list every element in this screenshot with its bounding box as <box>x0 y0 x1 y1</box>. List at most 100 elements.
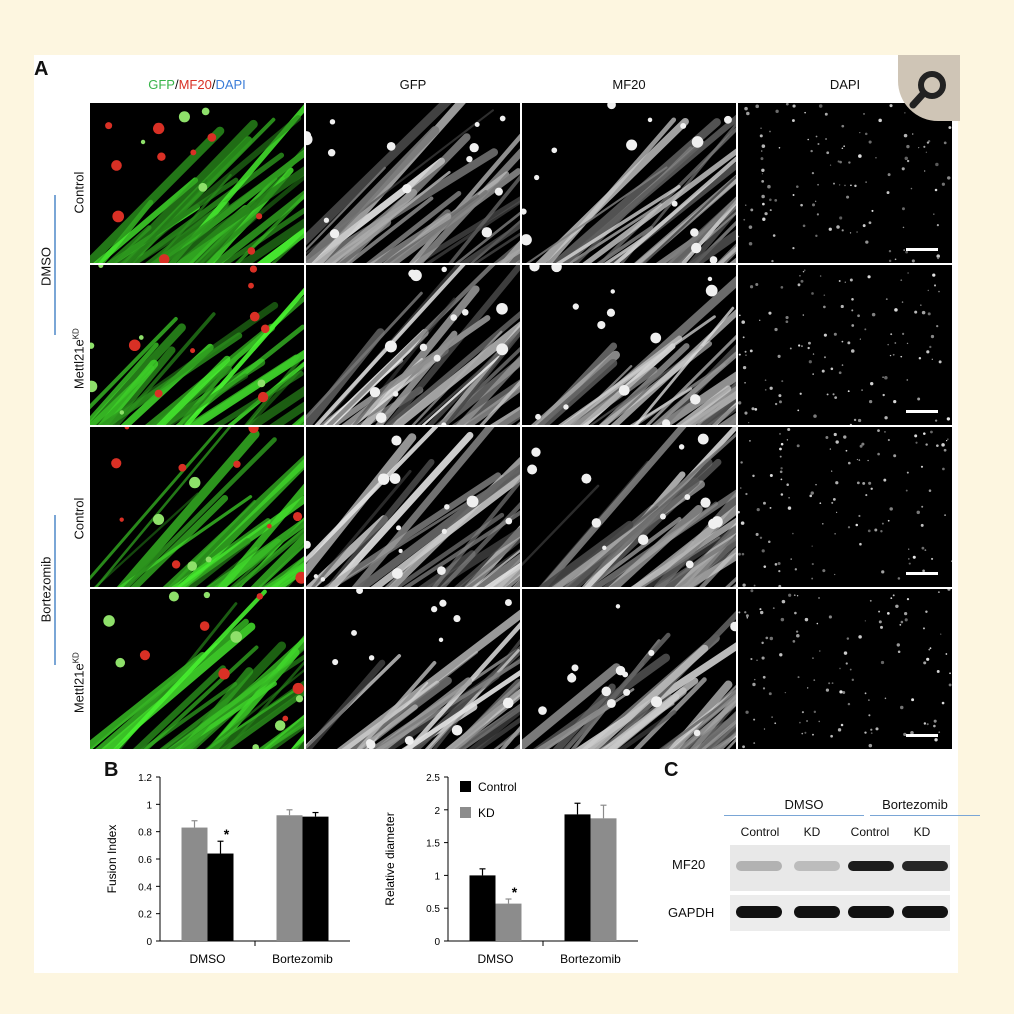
bar <box>207 853 234 941</box>
panel-a-letter: A <box>34 58 49 80</box>
column-header-part: MF20 <box>178 77 212 92</box>
zoom-button[interactable] <box>898 55 960 121</box>
y-tick-label: 0.8 <box>138 828 152 839</box>
y-tick-label: 1.5 <box>426 839 440 850</box>
column-header-part: GFP <box>148 77 175 92</box>
blot-lane-1: Control <box>740 825 780 839</box>
significance-marker: * <box>512 884 518 900</box>
bortezomib-bracket-line <box>54 515 56 665</box>
bar <box>495 903 522 941</box>
gapdh-band <box>848 906 894 918</box>
x-category-label: Bortezomib <box>272 952 333 966</box>
micrograph-r2-c3 <box>522 265 736 425</box>
group-label-bortezomib: Bortezomib <box>38 556 54 623</box>
row-label-4: Mettl21eKD <box>71 643 86 723</box>
micrograph-r4-c1 <box>90 589 304 749</box>
micrograph-r2-c4 <box>738 265 952 425</box>
relative-diameter-chart: 0 0.5 1 1.5 2 2.5 Relative diameter DMSO Bortezo… <box>383 767 654 973</box>
blot-dmso-line <box>724 815 864 816</box>
y-axis-label: Relative diameter <box>384 812 397 905</box>
bar <box>590 818 617 941</box>
y-tick-label: 2 <box>434 806 440 817</box>
western-blot: DMSO Bortezomib Control KD Control KD MF… <box>668 785 980 965</box>
legend-swatch <box>460 781 471 792</box>
micrograph-r1-c3 <box>522 103 736 263</box>
bar <box>302 816 329 941</box>
blot-group-dmso: DMSO <box>784 797 824 812</box>
mf20-band <box>848 861 894 871</box>
row-label-superscript: KD <box>71 652 81 664</box>
column-header-part: MF20 <box>612 77 646 92</box>
column-header-part: / <box>174 77 179 92</box>
significance-marker: * <box>224 826 230 842</box>
micrograph-r1-c2 <box>306 103 520 263</box>
row-label-3: Control <box>72 479 87 559</box>
micrograph-r3-c3 <box>522 427 736 587</box>
blot-group-bortezomib: Bortezomib <box>882 797 948 812</box>
y-tick-label: 0 <box>434 937 440 948</box>
micrograph-r3-c4 <box>738 427 952 587</box>
column-header-dapi: DAPI <box>738 77 952 92</box>
legend-label: Control <box>478 780 517 794</box>
x-category-label: Bortezomib <box>560 952 621 966</box>
column-header-gfp: GFP <box>306 77 520 92</box>
mf20-band <box>902 861 948 871</box>
y-tick-label: 0 <box>146 937 152 948</box>
panel-c-letter: C <box>664 759 679 781</box>
y-tick-label: 0.5 <box>426 904 440 915</box>
figure-panel: A GFP/MF20/DAPI GFP MF20 DAPI DMSO Borte… <box>34 55 980 973</box>
column-header-part: DAPI <box>829 77 861 92</box>
x-category-label: DMSO <box>190 952 226 966</box>
y-tick-label: 1 <box>434 871 440 882</box>
y-tick-label: 1 <box>146 800 152 811</box>
column-header-mf20: MF20 <box>522 77 736 92</box>
row-label-text: Control <box>71 497 87 540</box>
blot-lane-3: Control <box>850 825 890 839</box>
blot-lane-2: KD <box>803 825 821 839</box>
y-tick-label: 2.5 <box>426 773 440 784</box>
column-header-part: GFP <box>399 77 427 92</box>
scale-bar <box>906 734 938 737</box>
row-label-2: Mettl21eKD <box>71 319 86 399</box>
legend-label: KD <box>478 806 495 820</box>
mf20-band <box>736 861 782 871</box>
row-label-superscript: KD <box>71 328 81 340</box>
bar <box>276 815 303 941</box>
scale-bar <box>906 248 938 251</box>
bar <box>181 827 208 941</box>
row-label-text: Control <box>71 171 87 214</box>
micrograph-r4-c2 <box>306 589 520 749</box>
y-tick-label: 0.6 <box>138 855 152 866</box>
panel-b-letter: B <box>104 759 119 781</box>
group-label-dmso: DMSO <box>38 247 54 286</box>
bar <box>469 875 496 941</box>
column-header-part: DAPI <box>215 77 246 92</box>
magnifier-icon <box>909 71 946 109</box>
gapdh-band <box>736 906 782 918</box>
row-label-1: Control <box>72 153 87 233</box>
row-label-text: Mettl21e <box>71 339 87 390</box>
scale-bar <box>906 572 938 575</box>
blot-row-label-gapdh: GAPDH <box>668 905 715 920</box>
scale-bar <box>906 410 938 413</box>
blot-bortezomib-line <box>870 815 980 816</box>
fusion-index-chart: 0 0.2 0.4 0.6 0.8 1 1.2 Fusion Index DMSO Bortezo… <box>96 767 366 973</box>
micrograph-r1-c1 <box>90 103 304 263</box>
gapdh-band <box>902 906 948 918</box>
row-label-text: Mettl21e <box>71 663 87 714</box>
micrograph-r2-c2 <box>306 265 520 425</box>
dmso-bracket-line <box>54 195 56 335</box>
blot-row-label-mf20: MF20 <box>672 857 706 872</box>
blot-lane-4: KD <box>913 825 931 839</box>
micrograph-r1-c4 <box>738 103 952 263</box>
y-tick-label: 0.4 <box>138 882 152 893</box>
mf20-band <box>794 861 840 871</box>
x-category-label: DMSO <box>478 952 514 966</box>
micrograph-r3-c1 <box>90 427 304 587</box>
micrograph-r4-c4 <box>738 589 952 749</box>
y-tick-label: 0.2 <box>138 910 152 921</box>
legend-swatch <box>460 807 471 818</box>
column-header-part: / <box>211 77 216 92</box>
micrograph-r4-c3 <box>522 589 736 749</box>
bar <box>564 814 591 941</box>
